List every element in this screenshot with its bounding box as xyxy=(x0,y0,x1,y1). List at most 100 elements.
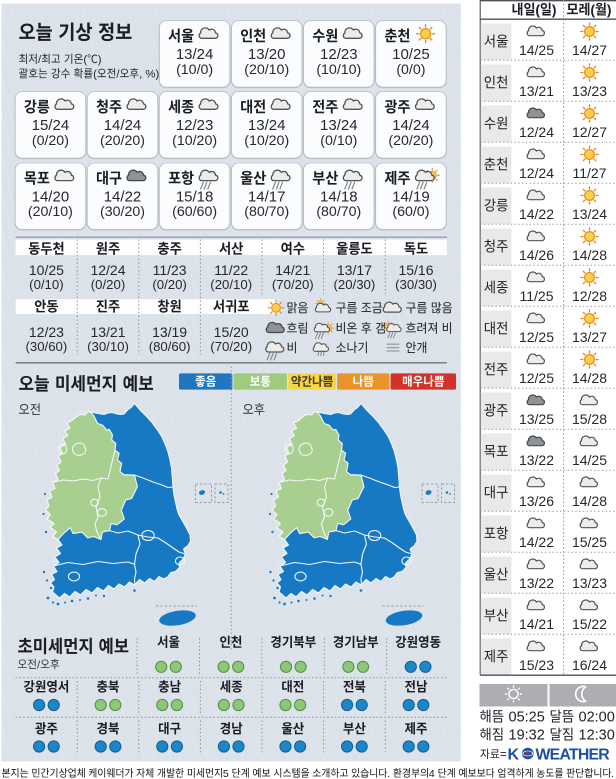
svg-text:K: K xyxy=(508,746,520,763)
svg-text:, %): , %) xyxy=(139,69,159,81)
svg-text:(80/60): (80/60) xyxy=(149,339,191,354)
svg-text:(10/20): (10/20) xyxy=(244,133,289,149)
svg-text:14/27: 14/27 xyxy=(572,42,607,58)
svg-text:13/25: 13/25 xyxy=(519,411,554,427)
svg-text:12/23: 12/23 xyxy=(29,324,64,340)
svg-text:4: 4 xyxy=(429,768,435,779)
svg-text:(30/10): (30/10) xyxy=(87,339,129,354)
svg-text:5: 5 xyxy=(223,768,229,779)
svg-text:(30/30): (30/30) xyxy=(395,277,437,292)
svg-text:05:25: 05:25 xyxy=(509,710,545,726)
svg-text:12/24: 12/24 xyxy=(519,165,554,181)
svg-text:(0/10): (0/10) xyxy=(320,133,357,149)
svg-text:14/28: 14/28 xyxy=(572,370,607,386)
svg-text:16/24: 16/24 xyxy=(572,657,607,673)
svg-text:): ) xyxy=(98,54,102,66)
svg-text:12/25: 12/25 xyxy=(519,329,554,345)
svg-text:(70/20): (70/20) xyxy=(272,277,314,292)
svg-text:(0/10): (0/10) xyxy=(29,277,63,292)
svg-text:02:00: 02:00 xyxy=(579,710,615,726)
svg-text:(10/10): (10/10) xyxy=(316,62,361,78)
svg-text:(: ( xyxy=(590,1,595,17)
svg-text:15/16: 15/16 xyxy=(398,262,433,278)
svg-text:14/28: 14/28 xyxy=(572,247,607,263)
svg-text:13/27: 13/27 xyxy=(572,329,607,345)
svg-text:13/24: 13/24 xyxy=(176,46,214,63)
svg-text:14/28: 14/28 xyxy=(572,493,607,509)
svg-text:12/23: 12/23 xyxy=(320,46,358,63)
svg-text:(0/0): (0/0) xyxy=(396,62,425,78)
svg-text:.: . xyxy=(387,768,390,779)
svg-text:14/21: 14/21 xyxy=(519,616,554,632)
svg-text:14/25: 14/25 xyxy=(519,42,554,58)
svg-text:): ) xyxy=(552,1,557,17)
svg-text:12/24: 12/24 xyxy=(90,262,125,278)
svg-text:14/24: 14/24 xyxy=(104,117,142,134)
svg-text:(20/20): (20/20) xyxy=(388,133,433,149)
svg-text:14/19: 14/19 xyxy=(392,189,430,206)
svg-text:12:30: 12:30 xyxy=(579,728,615,744)
svg-text:13/19: 13/19 xyxy=(152,324,187,340)
svg-text:14/22: 14/22 xyxy=(519,206,554,222)
svg-text:(20/30): (20/30) xyxy=(334,277,376,292)
svg-text:11/25: 11/25 xyxy=(520,288,554,304)
svg-text:13/17: 13/17 xyxy=(337,262,372,278)
svg-text:): ) xyxy=(607,1,612,17)
svg-text:10/25: 10/25 xyxy=(392,46,430,63)
svg-text:(: ( xyxy=(535,1,540,17)
svg-text:(80/70): (80/70) xyxy=(244,204,289,220)
svg-text:13/23: 13/23 xyxy=(572,575,607,591)
svg-text:(0/20): (0/20) xyxy=(152,277,186,292)
svg-text:14/24: 14/24 xyxy=(392,117,430,134)
svg-text:(20/10): (20/10) xyxy=(28,204,73,220)
svg-text:(30/60): (30/60) xyxy=(26,339,68,354)
svg-text:15/24: 15/24 xyxy=(32,117,70,134)
svg-text:15/28: 15/28 xyxy=(572,411,607,427)
svg-text:13/22: 13/22 xyxy=(519,452,554,468)
svg-text:13/21: 13/21 xyxy=(519,83,554,99)
svg-text:(60/60): (60/60) xyxy=(172,204,217,220)
svg-text:14/22: 14/22 xyxy=(104,189,142,206)
svg-text:15/23: 15/23 xyxy=(519,657,554,673)
svg-text:12/24: 12/24 xyxy=(519,124,554,140)
svg-text:(10/0): (10/0) xyxy=(176,62,213,78)
svg-text:11/22: 11/22 xyxy=(214,262,248,278)
svg-text:/: / xyxy=(38,54,42,66)
svg-text:(: ( xyxy=(93,69,97,81)
svg-text:13/21: 13/21 xyxy=(90,324,125,340)
svg-text:(20/10): (20/10) xyxy=(244,62,289,78)
svg-text:15/18: 15/18 xyxy=(176,189,214,206)
svg-text:13/26: 13/26 xyxy=(519,493,554,509)
svg-text:/: / xyxy=(116,69,120,81)
svg-text:15/22: 15/22 xyxy=(572,616,607,632)
svg-text:(20/20): (20/20) xyxy=(100,133,145,149)
svg-text:13/24: 13/24 xyxy=(320,117,358,134)
svg-text:13/24: 13/24 xyxy=(248,117,286,134)
svg-text:(10/20): (10/20) xyxy=(172,133,217,149)
svg-text:15/25: 15/25 xyxy=(572,534,607,550)
svg-text:(0/20): (0/20) xyxy=(32,133,69,149)
svg-text:12/28: 12/28 xyxy=(572,288,607,304)
svg-text:(80/70): (80/70) xyxy=(316,204,361,220)
svg-text:(60/0): (60/0) xyxy=(392,204,429,220)
svg-text:14/21: 14/21 xyxy=(275,262,310,278)
svg-text:14/25: 14/25 xyxy=(572,452,607,468)
svg-text:12/23: 12/23 xyxy=(176,117,214,134)
svg-text:/: / xyxy=(37,659,41,671)
svg-text:13/20: 13/20 xyxy=(248,46,286,63)
svg-text:14/20: 14/20 xyxy=(32,189,70,206)
svg-text:(20/10): (20/10) xyxy=(210,277,252,292)
svg-text:11/23: 11/23 xyxy=(153,262,187,278)
svg-text:13/22: 13/22 xyxy=(519,575,554,591)
svg-text:12/25: 12/25 xyxy=(519,370,554,386)
svg-text:14/18: 14/18 xyxy=(320,189,358,206)
svg-text:(0/20): (0/20) xyxy=(91,277,125,292)
svg-text:14/17: 14/17 xyxy=(248,189,286,206)
svg-text:(: ( xyxy=(83,54,87,66)
svg-text:.: . xyxy=(611,768,614,779)
svg-text:(70/20): (70/20) xyxy=(210,339,252,354)
svg-text:13/23: 13/23 xyxy=(572,83,607,99)
svg-text:14/22: 14/22 xyxy=(519,534,554,550)
svg-text:12/27: 12/27 xyxy=(572,124,607,140)
svg-text:WEATHER: WEATHER xyxy=(536,746,611,763)
